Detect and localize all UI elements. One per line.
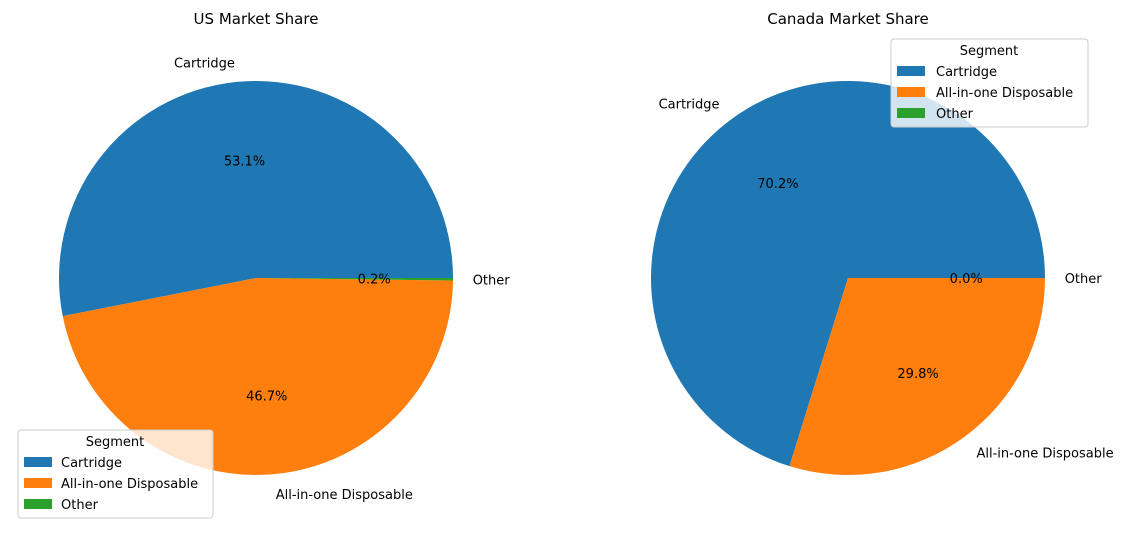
legend-swatch: [897, 66, 925, 76]
us-pie-chart: US Market Share Cartridge All-in-one Disp…: [59, 10, 510, 503]
legend-entry: Cartridge: [61, 456, 122, 471]
legend-entry: Cartridge: [936, 65, 997, 80]
legend-swatch: [897, 87, 925, 97]
pie-slice-all-in-one-disposable: [789, 278, 1045, 475]
slice-label: Cartridge: [174, 56, 235, 71]
slice-percent-label: 46.7%: [246, 390, 287, 405]
slice-label: All-in-one Disposable: [976, 447, 1113, 462]
legend-swatch: [24, 478, 52, 488]
pie-slice-cartridge: [59, 80, 454, 317]
legend: Segment Cartridge All-in-one Disposable …: [890, 38, 1089, 128]
legend-title: Segment: [960, 44, 1019, 59]
pie-slice-other: [256, 278, 453, 281]
legend: Segment Cartridge All-in-one Disposable …: [17, 429, 214, 519]
slice-label: Other: [1065, 272, 1103, 287]
slice-label: All-in-one Disposable: [276, 488, 413, 503]
legend-entry: All-in-one Disposable: [61, 477, 198, 492]
legend-swatch: [897, 108, 925, 118]
slice-percent-label: 0.2%: [358, 273, 391, 288]
slice-label: Cartridge: [659, 97, 720, 112]
slice-percent-label: 53.1%: [224, 154, 265, 169]
slice-percent-label: 29.8%: [897, 367, 938, 382]
legend-entry: Other: [936, 107, 974, 122]
legend-swatch: [24, 457, 52, 467]
legend-entry: All-in-one Disposable: [936, 86, 1073, 101]
legend-entry: Other: [61, 498, 99, 513]
slice-percent-label: 70.2%: [757, 177, 798, 192]
pie-slice-all-in-one-disposable: [62, 278, 453, 475]
chart-title: US Market Share: [194, 10, 319, 28]
canada-pie-chart: Canada Market Share Cartridge All-in-one …: [651, 10, 1114, 475]
pie-slice-cartridge: [651, 80, 1045, 467]
slice-label: Other: [473, 273, 511, 288]
chart-title: Canada Market Share: [767, 10, 928, 28]
legend-swatch: [24, 499, 52, 509]
slice-percent-label: 0.0%: [950, 272, 983, 287]
legend-title: Segment: [86, 435, 145, 450]
